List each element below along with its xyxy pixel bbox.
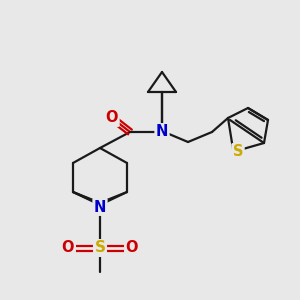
Text: O: O <box>106 110 118 125</box>
Text: O: O <box>62 241 74 256</box>
Text: N: N <box>156 124 168 140</box>
Text: S: S <box>233 145 243 160</box>
Text: O: O <box>126 241 138 256</box>
Text: S: S <box>94 241 106 256</box>
Text: N: N <box>94 200 106 214</box>
